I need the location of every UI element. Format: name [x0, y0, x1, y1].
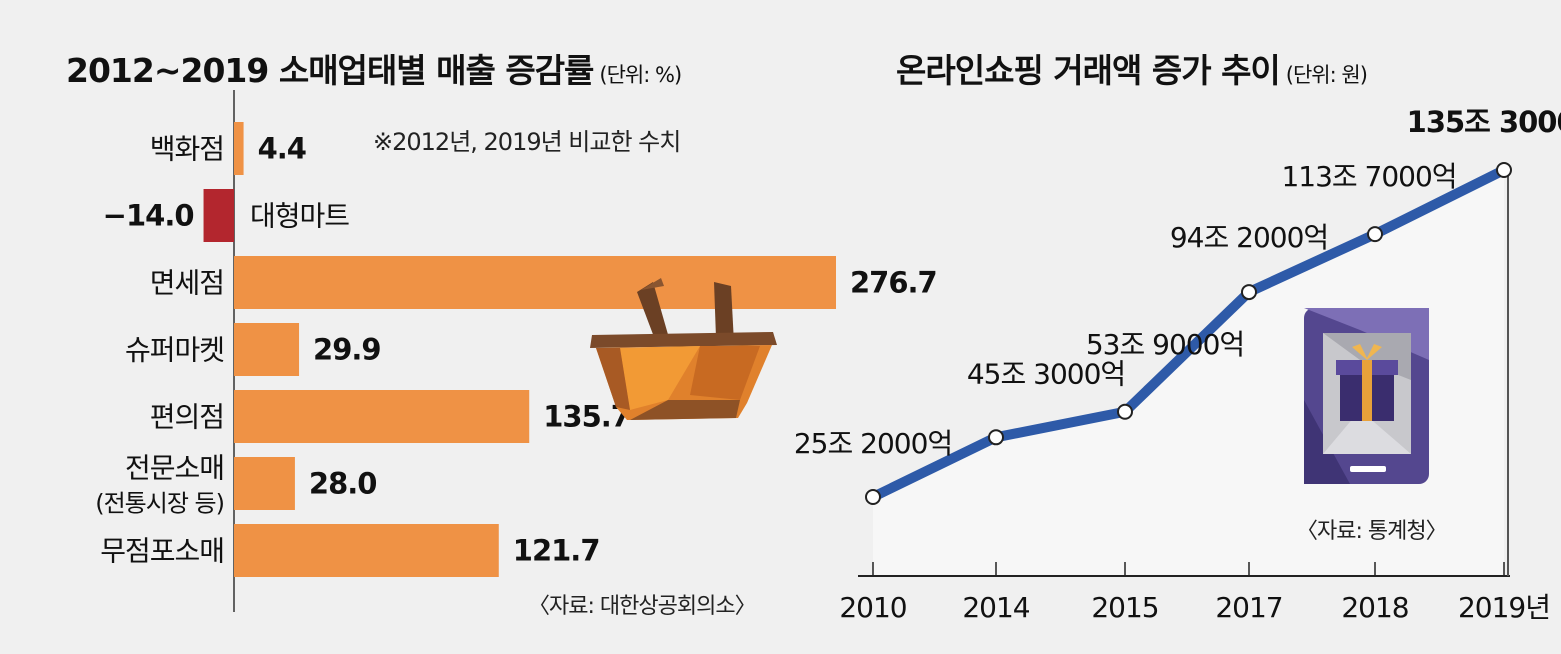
line-chart-unit: (단위: 원) — [1285, 63, 1368, 87]
bar-chart-title-text: 2012~2019 소매업태별 매출 증감률 — [66, 51, 594, 90]
bar-category-label-4: 편의점 — [150, 401, 224, 434]
bar-category-label-0: 백화점 — [150, 133, 224, 166]
line-chart-frame — [858, 170, 1510, 577]
bar-value-label-0: 4.4 — [258, 132, 306, 166]
bar-category-label-5: 전문소매 — [125, 452, 224, 485]
line-chart-title-text: 온라인쇼핑 거래액 증가 추이 — [896, 51, 1281, 90]
bar-category-label-6: 무점포소매 — [100, 535, 224, 568]
bar-value-label-3: 29.9 — [313, 333, 381, 367]
series-line — [870, 165, 1507, 502]
x-tick-label-2: 2015 — [1091, 591, 1158, 624]
bar-value-label-1: −14.0 — [103, 199, 194, 233]
x-tick-label-1: 2014 — [962, 591, 1029, 624]
x-tick-label-5: 2019년 — [1458, 591, 1550, 624]
x-tick-label-4: 2018 — [1341, 591, 1408, 624]
bar-5 — [234, 457, 295, 510]
bar-3 — [234, 323, 300, 376]
point-label-1: 45조 3000억 — [967, 357, 1125, 390]
point-label-3: 94조 2000억 — [1170, 221, 1328, 254]
bar-value-label-6: 121.7 — [513, 534, 600, 568]
bar-2 — [234, 256, 836, 309]
bar-chart-source: 〈자료: 대한상공회의소〉 — [528, 594, 756, 619]
line-chart-source: 〈자료: 통계청〉 — [1296, 519, 1447, 544]
point-label-0: 25조 2000억 — [794, 427, 952, 460]
bar-value-label-5: 28.0 — [309, 467, 377, 501]
bar-category-sublabel-5: (전통시장 등) — [95, 490, 224, 518]
shopping-basket-icon — [590, 278, 777, 420]
data-point-1 — [988, 429, 1004, 446]
bar-value-label-2: 276.7 — [850, 266, 937, 300]
bar-chart-unit: (단위: %) — [599, 63, 682, 87]
bar-category-label-1: 대형마트 — [250, 200, 349, 233]
bar-category-label-3: 슈퍼마켓 — [125, 334, 224, 367]
smartphone-gift-icon — [1304, 308, 1429, 484]
bar-1 — [203, 189, 234, 242]
point-label-4: 113조 7000억 — [1281, 160, 1456, 193]
bar-category-label-2: 면세점 — [150, 267, 224, 300]
data-point-4 — [1367, 226, 1383, 243]
bar-0 — [234, 122, 244, 175]
line-chart-title: 온라인쇼핑 거래액 증가 추이 (단위: 원) — [896, 44, 1368, 92]
data-point-3 — [1241, 284, 1257, 301]
x-tick-label-0: 2010 — [839, 591, 906, 624]
data-point-2 — [1117, 403, 1133, 420]
point-label-5: 135조 3000억 — [1407, 105, 1561, 139]
line-chart: 2010 2014 2015 2017 2018 2019년 25조 2000억 45조 30… — [794, 105, 1561, 624]
data-point-0 — [865, 489, 881, 505]
bar-4 — [234, 390, 530, 443]
x-tick-label-3: 2017 — [1215, 591, 1282, 624]
bar-6 — [234, 524, 499, 577]
data-point-5 — [1496, 162, 1512, 178]
bar-chart-title: 2012~2019 소매업태별 매출 증감률 (단위: %) — [66, 44, 682, 92]
point-label-2: 53조 9000억 — [1086, 328, 1244, 361]
bar-chart-note: ※2012년, 2019년 비교한 수치 — [373, 128, 680, 156]
